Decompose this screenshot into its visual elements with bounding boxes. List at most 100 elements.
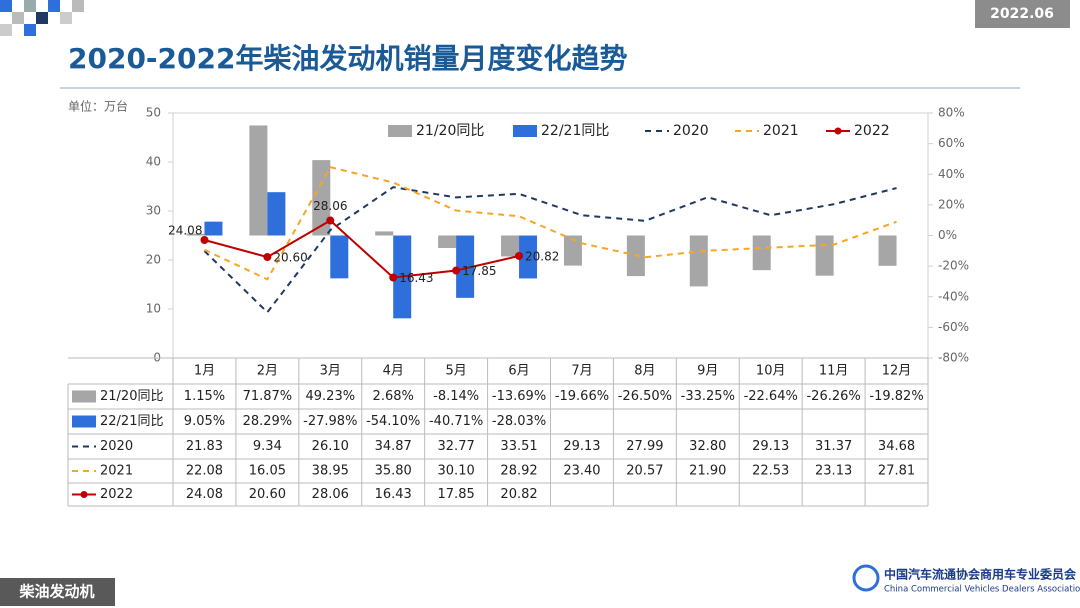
date-box	[975, 0, 1070, 28]
table-row-label: 21/20同比	[100, 389, 163, 404]
legend-label: 21/20同比	[416, 123, 484, 139]
table-cell: 27.99	[626, 439, 663, 454]
table-cell: 35.80	[375, 464, 412, 479]
bar	[312, 160, 331, 236]
table-cell: -28.03%	[492, 414, 546, 429]
data-label: 16.43	[399, 271, 433, 285]
table-cell: 9.34	[253, 439, 282, 454]
point	[452, 266, 461, 275]
y-axis-label: 单位：万台	[68, 99, 128, 114]
table-cell: 20.57	[626, 464, 663, 479]
bar	[204, 221, 223, 236]
table-cell: 1.15%	[184, 389, 225, 404]
x-tick-label: 6月	[508, 364, 529, 379]
bar	[330, 235, 349, 279]
table-cell: 22.08	[186, 464, 223, 479]
table-cell: 26.10	[312, 439, 349, 454]
point	[515, 251, 524, 260]
bar	[501, 235, 520, 257]
bar	[438, 235, 457, 248]
table-cell: 21.90	[689, 464, 726, 479]
legend-label: 2021	[763, 123, 799, 139]
x-tick-label: 5月	[445, 364, 466, 379]
bar	[689, 235, 708, 287]
legend-swatch	[72, 390, 96, 403]
table-cell: -33.25%	[681, 389, 735, 404]
point	[263, 253, 272, 262]
table-cell: -40.71%	[429, 414, 483, 429]
y2-tick-label: 20%	[938, 197, 965, 211]
table-cell: 29.13	[752, 439, 789, 454]
table-cell: 16.43	[375, 487, 412, 502]
table-cell: 28.06	[312, 487, 349, 502]
table-cell: 27.81	[878, 464, 915, 479]
table-cell: 31.37	[815, 439, 852, 454]
bar	[878, 235, 897, 266]
bar	[456, 235, 475, 298]
x-tick-label: 9月	[697, 364, 718, 379]
table-cell: 16.05	[249, 464, 286, 479]
y2-tick-label: -60%	[938, 320, 969, 334]
table-cell: 20.82	[500, 487, 537, 502]
data-label: 24.08	[168, 224, 202, 238]
legend-marker	[834, 127, 842, 135]
table-row-label: 2022	[100, 487, 133, 502]
date: 2022.06	[990, 6, 1054, 22]
table-cell: 20.60	[249, 487, 286, 502]
data-label: 28.06	[313, 199, 347, 213]
table-cell: 38.95	[312, 464, 349, 479]
bar	[519, 235, 538, 279]
table-cell: 71.87%	[243, 389, 293, 404]
table-row-label: 2021	[100, 464, 133, 479]
x-tick-label: 3月	[320, 364, 341, 379]
x-tick-label: 2月	[257, 364, 278, 379]
legend-swatch	[513, 125, 537, 137]
table-cell: 34.68	[878, 439, 915, 454]
point	[200, 236, 209, 245]
y2-tick-label: 40%	[938, 167, 965, 181]
y-tick-label: 30	[146, 204, 161, 218]
chart-title: 2020-2022年柴油发动机销量月度变化趋势	[68, 42, 627, 75]
y2-tick-label: 60%	[938, 136, 965, 150]
table-cell: 24.08	[186, 487, 223, 502]
y2-tick-label: 0%	[938, 228, 957, 242]
logo	[852, 564, 880, 592]
table-cell: 22.53	[752, 464, 789, 479]
table-cell: 23.40	[563, 464, 600, 479]
x-tick-label: 4月	[383, 364, 404, 379]
table-cell: 29.13	[563, 439, 600, 454]
data-label: 20.60	[273, 251, 307, 265]
point	[326, 216, 335, 225]
bar	[267, 192, 286, 236]
x-tick-label: 10月	[756, 364, 786, 379]
org-cn: 中国汽车流通协会商用车专业委员会	[884, 567, 1077, 582]
x-tick-label: 7月	[571, 364, 592, 379]
table-cell: 28.92	[500, 464, 537, 479]
bar	[815, 235, 834, 276]
corner-deco	[0, 0, 84, 36]
bar	[375, 231, 394, 236]
bar	[563, 235, 582, 266]
legend-label: 22/21同比	[541, 123, 609, 139]
table-cell: 21.83	[186, 439, 223, 454]
y2-tick-label: -20%	[938, 259, 969, 273]
table-cell: 30.10	[438, 464, 475, 479]
table-cell: 2.68%	[373, 389, 414, 404]
table-cell: -26.50%	[618, 389, 672, 404]
data-label: 20.82	[525, 249, 559, 263]
table-cell: 32.80	[689, 439, 726, 454]
table-cell: 17.85	[438, 487, 475, 502]
y-tick-label: 50	[146, 106, 161, 120]
x-tick-label: 1月	[194, 364, 215, 379]
point	[389, 273, 398, 282]
y2-tick-label: -80%	[938, 351, 969, 365]
legend-label: 2022	[854, 123, 890, 139]
legend-swatch	[72, 415, 96, 428]
table-cell: 33.51	[500, 439, 537, 454]
bar	[752, 235, 771, 271]
org-en: China Commercial Vehicles Dealers Associ…	[884, 585, 1080, 595]
table-cell: -8.14%	[433, 389, 479, 404]
table-cell: -27.98%	[303, 414, 357, 429]
y-tick-label: 20	[146, 253, 161, 267]
